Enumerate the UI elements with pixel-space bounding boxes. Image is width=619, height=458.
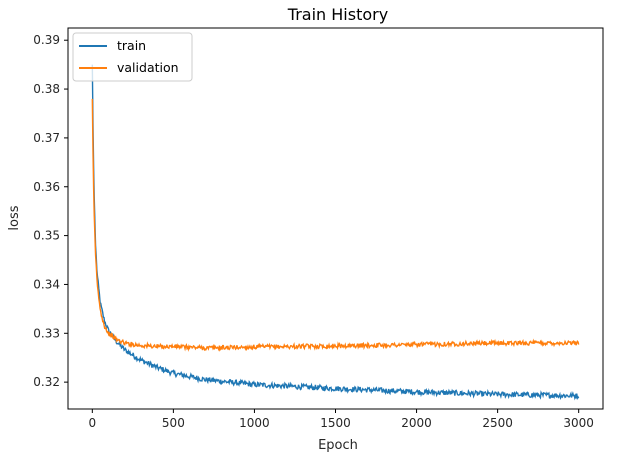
y-tick-label: 0.38 [33,82,60,96]
series-line-validation [91,98,580,352]
plot-frame [67,27,604,410]
x-tick-label: 2000 [401,416,432,430]
x-tick-label: 1000 [239,416,270,430]
legend-label-validation: validation [117,60,179,75]
series-line-train [91,64,580,401]
legend: train validation [72,32,193,82]
chart-title: Train History [287,5,388,24]
x-tick-label: 3000 [563,416,594,430]
y-axis: 0.32 0.33 0.34 0.35 0.36 0.37 0.38 0.39 [33,33,68,389]
x-axis-label: Epoch [318,438,358,453]
y-tick-label: 0.36 [33,180,60,194]
series-layer [91,64,580,401]
y-axis-label: loss [7,205,22,230]
y-tick-label: 0.37 [33,131,60,145]
x-axis: 0 500 1000 1500 2000 2500 3000 [88,409,594,430]
x-tick-label: 500 [162,416,185,430]
y-tick-label: 0.33 [33,326,60,340]
legend-label-train: train [117,38,146,53]
y-tick-label: 0.34 [33,277,60,291]
x-tick-label: 0 [88,416,96,430]
y-tick-label: 0.39 [33,33,60,47]
x-tick-label: 2500 [482,416,513,430]
y-tick-label: 0.32 [33,375,60,389]
y-tick-label: 0.35 [33,229,60,243]
x-tick-label: 1500 [320,416,351,430]
